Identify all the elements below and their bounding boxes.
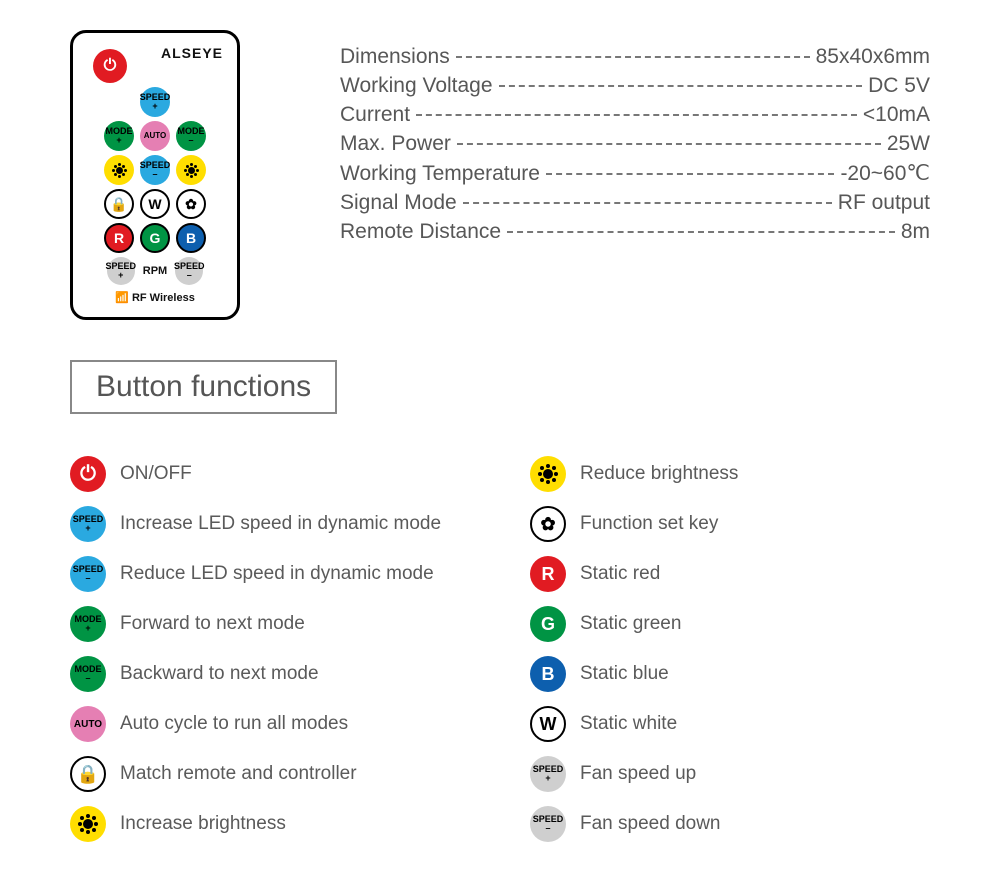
fn-row: SPEED–Fan speed down [530, 806, 930, 842]
fn-row: WStatic white [530, 706, 930, 742]
specs-table: Dimensions85x40x6mm Working VoltageDC 5V… [340, 30, 930, 320]
functions-right-col: Reduce brightness ✿Function set key RSta… [530, 442, 930, 856]
auto-icon: AUTO [70, 706, 106, 742]
spec-row: Max. Power25W [340, 132, 930, 156]
g-icon: G [530, 606, 566, 642]
gear-button: ✿ [176, 189, 206, 219]
fn-row: GStatic green [530, 606, 930, 642]
mode-bwd-icon: MODE– [70, 656, 106, 692]
functions-left-col: ⏻ON/OFF SPEED+Increase LED speed in dyna… [70, 442, 470, 856]
speed-up-icon: SPEED+ [70, 506, 106, 542]
fn-row: SPEED–Reduce LED speed in dynamic mode [70, 556, 470, 592]
brightness-down-button [176, 155, 206, 185]
lock-icon: 🔒 [70, 756, 106, 792]
mode-fwd-icon: MODE+ [70, 606, 106, 642]
brightness-down-icon [530, 456, 566, 492]
r-button: R [104, 223, 134, 253]
fan-up-button: SPEED+ [107, 257, 135, 285]
r-icon: R [530, 556, 566, 592]
spec-row: Working Temperature-20~60℃ [340, 161, 930, 186]
speed-down-icon: SPEED– [70, 556, 106, 592]
mode-fwd-button: MODE+ [104, 121, 134, 151]
fn-row: MODE–Backward to next mode [70, 656, 470, 692]
gear-icon: ✿ [530, 506, 566, 542]
fan-down-icon: SPEED– [530, 806, 566, 842]
spec-row: Remote Distance8m [340, 220, 930, 244]
spec-row: Signal ModeRF output [340, 191, 930, 215]
auto-button: AUTO [140, 121, 170, 151]
fn-row: RStatic red [530, 556, 930, 592]
brightness-up-button [104, 155, 134, 185]
power-button: ⏻ [93, 49, 127, 83]
fan-down-button: SPEED– [175, 257, 203, 285]
lock-button: 🔒 [104, 189, 134, 219]
w-icon: W [530, 706, 566, 742]
white-button: W [140, 189, 170, 219]
fn-row: SPEED+Fan speed up [530, 756, 930, 792]
section-title: Button functions [70, 360, 337, 414]
fn-row: ✿Function set key [530, 506, 930, 542]
spec-row: Dimensions85x40x6mm [340, 45, 930, 69]
top-section: ALSEYE ⏻ SPEED+ MODE+ AUTO MODE– SPEED– … [70, 30, 930, 320]
fn-row: BStatic blue [530, 656, 930, 692]
fn-row: ⏻ON/OFF [70, 456, 470, 492]
fn-row: MODE+Forward to next mode [70, 606, 470, 642]
speed-up-button: SPEED+ [140, 87, 170, 117]
brand-label: ALSEYE [161, 45, 223, 61]
brightness-up-icon [70, 806, 106, 842]
remote-diagram: ALSEYE ⏻ SPEED+ MODE+ AUTO MODE– SPEED– … [70, 30, 240, 320]
spec-row: Working VoltageDC 5V [340, 74, 930, 98]
fn-row: Reduce brightness [530, 456, 930, 492]
fn-row: 🔒Match remote and controller [70, 756, 470, 792]
rf-wireless-label: 📶 RF Wireless [83, 291, 227, 304]
fn-row: AUTOAuto cycle to run all modes [70, 706, 470, 742]
b-button: B [176, 223, 206, 253]
spec-row: Current<10mA [340, 103, 930, 127]
fn-row: SPEED+Increase LED speed in dynamic mode [70, 506, 470, 542]
power-icon: ⏻ [70, 456, 106, 492]
mode-bwd-button: MODE– [176, 121, 206, 151]
speed-down-button: SPEED– [140, 155, 170, 185]
functions-grid: ⏻ON/OFF SPEED+Increase LED speed in dyna… [70, 442, 930, 856]
b-icon: B [530, 656, 566, 692]
rpm-label: RPM [143, 257, 167, 285]
fan-up-icon: SPEED+ [530, 756, 566, 792]
g-button: G [140, 223, 170, 253]
fn-row: Increase brightness [70, 806, 470, 842]
